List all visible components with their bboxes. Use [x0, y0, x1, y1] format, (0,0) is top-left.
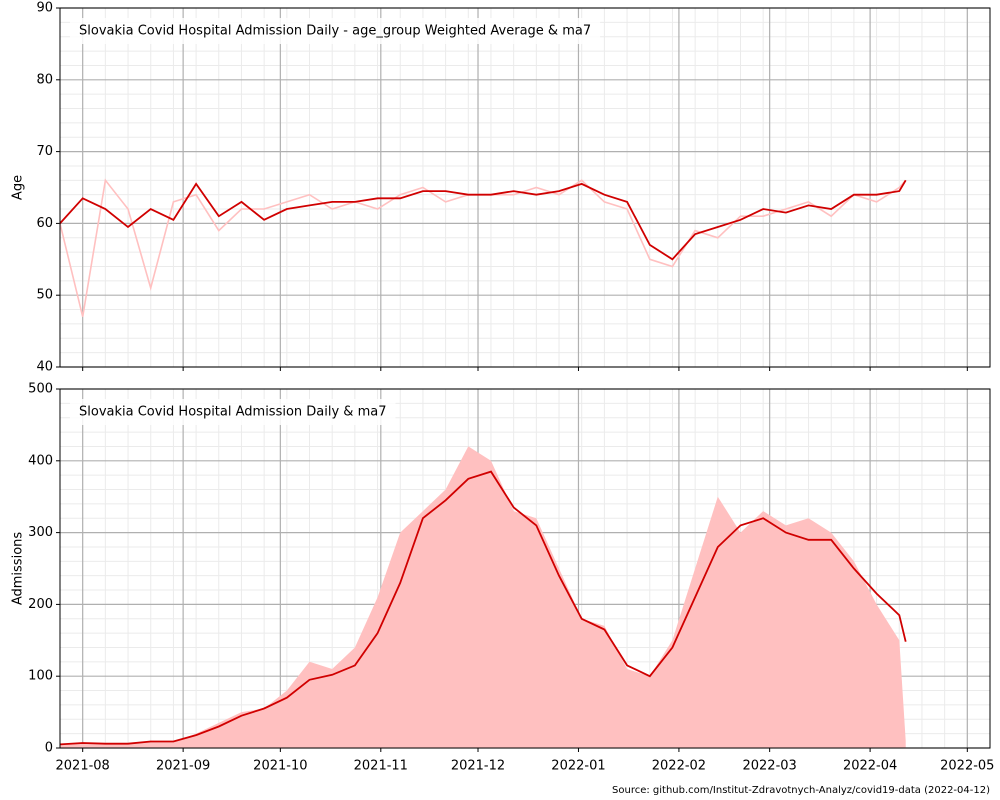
line [59, 179, 907, 261]
y-tick-label: 0 [45, 741, 53, 756]
y-tick-label: 500 [28, 382, 53, 397]
x-tick-label: 2021-08 [56, 759, 110, 774]
y-tick-label: 50 [36, 288, 53, 303]
y-tick-label: 300 [28, 525, 53, 540]
title-box [70, 18, 601, 44]
y-tick-label: 80 [36, 72, 53, 87]
x-tick-label: 2021-09 [156, 759, 210, 774]
x-tick-label: 2021-10 [253, 759, 307, 774]
plot-frame [59, 7, 991, 368]
x-tick-label: 2022-03 [742, 759, 796, 774]
y-tick-label: 70 [36, 144, 53, 159]
plot-frame [59, 388, 991, 749]
y-tick-label: 400 [28, 453, 53, 468]
y-tick-label: 40 [36, 360, 53, 375]
y-tick-label: 90 [36, 1, 53, 16]
title-box [70, 399, 396, 425]
subplot: 40 50 60 70 80 90 Slovakia Covid Hospital Admi… [11, 1, 991, 375]
area [60, 446, 906, 748]
x-tick-label: 2022-02 [652, 759, 706, 774]
x-tick-label: 2021-12 [451, 759, 505, 774]
chart-title: Slovakia Covid Hospital Admission Daily … [79, 405, 386, 420]
y-tick-label: 200 [28, 597, 53, 612]
chart-title: Slovakia Covid Hospital Admission Daily … [79, 24, 591, 39]
subplot: 0 100 200 300 400 500 2021-08 2021-09 2021-10 202… [11, 382, 995, 797]
source-note: Source: github.com/Institut-Zdravotnych-… [612, 785, 990, 796]
x-tick-label: 2021-11 [354, 759, 408, 774]
line [59, 178, 907, 317]
y-axis-label: Admissions [11, 532, 26, 606]
y-tick-label: 60 [36, 216, 53, 231]
x-tick-label: 2022-05 [940, 759, 994, 774]
y-tick-label: 100 [28, 669, 53, 684]
x-tick-label: 2022-01 [551, 759, 605, 774]
y-axis-label: Age [11, 175, 26, 200]
x-tick-label: 2022-04 [843, 759, 897, 774]
line [59, 470, 907, 746]
